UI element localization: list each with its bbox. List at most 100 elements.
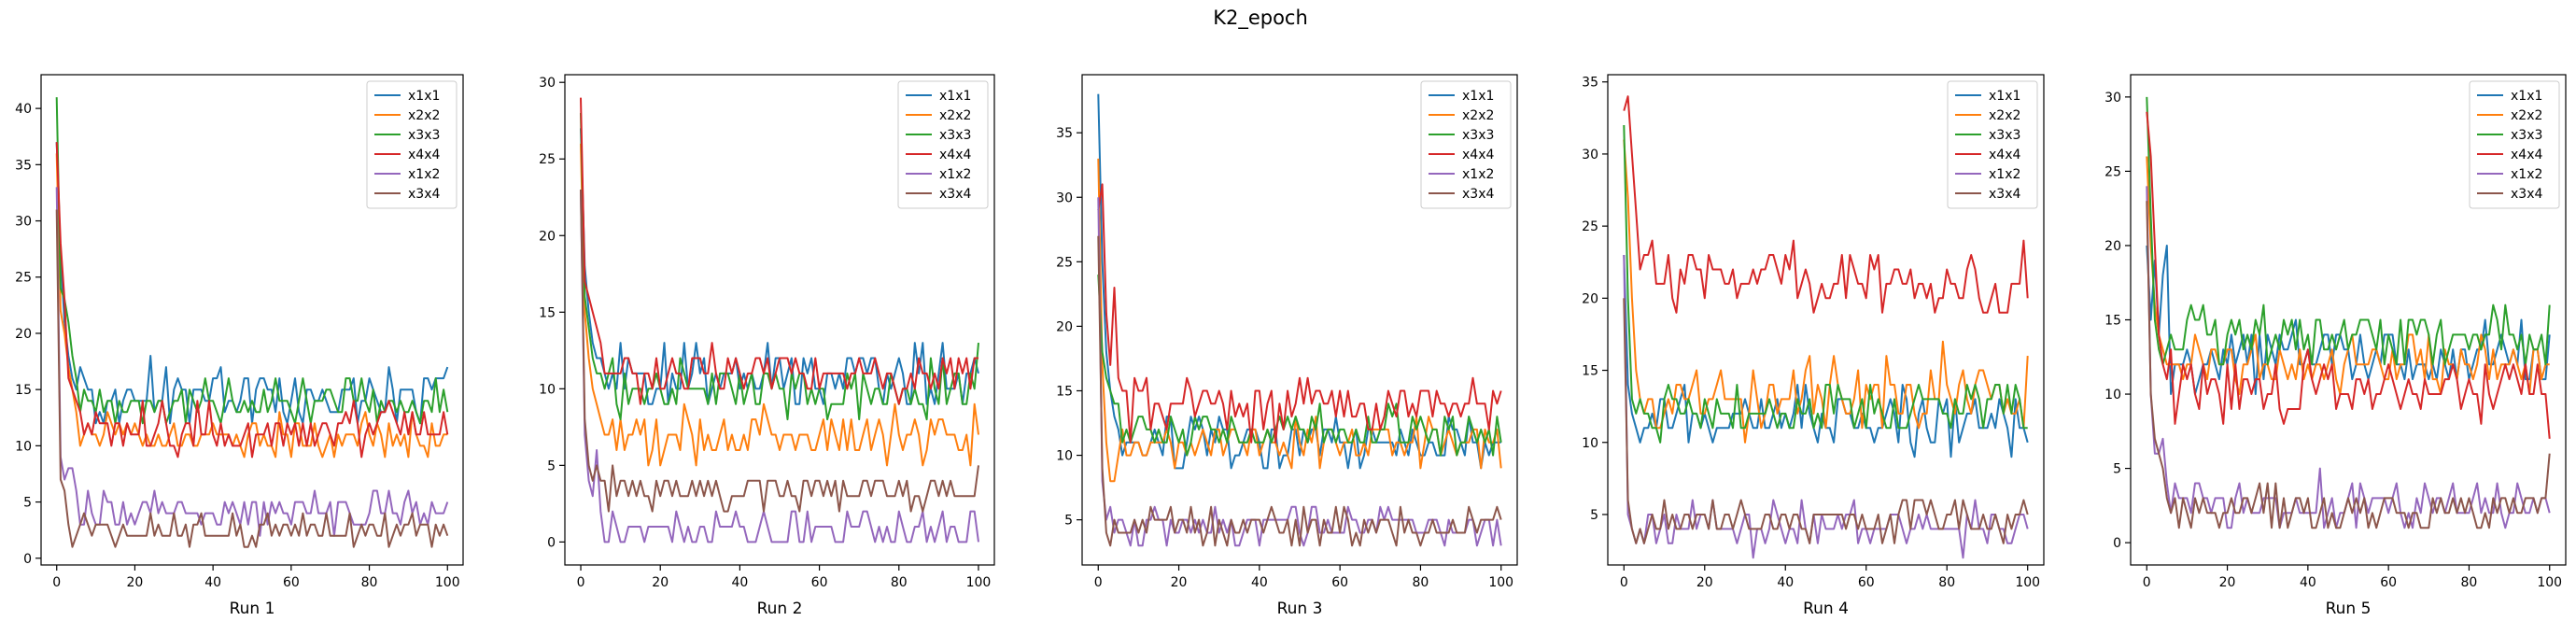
y-tick-label: 5 xyxy=(1590,508,1598,523)
y-tick-label: 5 xyxy=(1064,514,1073,529)
legend-entry-x1x1: x1x1 xyxy=(1989,89,2020,104)
y-tick-label: 30 xyxy=(539,76,556,91)
series-line-x1x2 xyxy=(55,187,449,537)
series-line-x3x3 xyxy=(55,97,449,425)
y-tick-label: 5 xyxy=(547,459,556,473)
legend-entry-x2x2: x2x2 xyxy=(2511,108,2542,123)
subplot-2: 0 20 40 60 80 100 0 5 10 15 20 25 30 Run 2 x1x1 x2x2 x3x… xyxy=(539,74,995,618)
series-line-x4x4 xyxy=(2146,111,2551,439)
legend-entry-x3x4: x3x4 xyxy=(2511,187,2542,202)
y-tick-label: 35 xyxy=(1582,76,1598,91)
x-tick-label: 40 xyxy=(1777,575,1794,590)
series-line-x4x4 xyxy=(55,142,449,459)
y-tick-label: 10 xyxy=(1056,449,1073,464)
legend: x1x1 x2x2 x3x3 x4x4 x1x2 x3x4 xyxy=(897,80,989,209)
legend-entry-x1x1: x1x1 xyxy=(2511,89,2542,104)
y-tick-label: 15 xyxy=(2104,314,2121,329)
legend: x1x1 x2x2 x3x3 x4x4 x1x2 x3x4 xyxy=(366,80,457,209)
legend-entry-x4x4: x4x4 xyxy=(1989,148,2020,162)
legend-entry-x3x3: x3x3 xyxy=(408,128,440,143)
legend-entry-x3x4: x3x4 xyxy=(408,187,440,202)
x-tick-label: 40 xyxy=(731,575,748,590)
axes-frame xyxy=(1607,74,2045,566)
y-tick-label: 20 xyxy=(539,229,556,244)
x-tick-label: 80 xyxy=(1938,575,1955,590)
x-axis-label: Run 1 xyxy=(230,600,275,618)
series-line-x1x2 xyxy=(1097,197,1502,547)
x-tick-label: 0 xyxy=(1620,575,1628,590)
y-tick-label: 0 xyxy=(23,552,32,567)
series-line-x3x4 xyxy=(580,189,979,513)
y-tick-label: 15 xyxy=(1582,364,1598,379)
legend: x1x1 x2x2 x3x3 x4x4 x1x2 x3x4 xyxy=(2469,80,2560,209)
legend-entry-x1x2: x1x2 xyxy=(2511,167,2542,182)
x-tick-label: 0 xyxy=(1094,575,1103,590)
y-tick-label: 15 xyxy=(15,383,32,398)
y-tick-label: 25 xyxy=(539,152,556,167)
x-axis-label: Run 4 xyxy=(1803,600,1849,618)
y-tick-label: 10 xyxy=(2104,388,2121,402)
legend-entry-x1x2: x1x2 xyxy=(939,167,971,182)
series-line-x3x4 xyxy=(1623,298,2029,544)
series-line-x1x2 xyxy=(1623,254,2029,559)
legend-entry-x4x4: x4x4 xyxy=(1462,148,1494,162)
x-tick-label: 60 xyxy=(283,575,300,590)
legend-entry-x1x2: x1x2 xyxy=(1989,167,2020,182)
legend-box xyxy=(1947,80,2038,209)
y-tick-label: 20 xyxy=(1582,291,1598,306)
y-tick-label: 25 xyxy=(1056,255,1073,270)
series-line-x2x2 xyxy=(55,153,448,459)
legend-entry-x1x2: x1x2 xyxy=(1462,167,1494,182)
y-tick-label: 15 xyxy=(539,305,556,320)
series-line-x4x4 xyxy=(1097,183,1502,444)
legend-entry-x2x2: x2x2 xyxy=(408,108,440,123)
y-tick-label: 0 xyxy=(547,535,556,550)
legend-entry-x4x4: x4x4 xyxy=(2511,148,2542,162)
y-tick-label: 5 xyxy=(2113,462,2121,477)
legend: x1x1 x2x2 x3x3 x4x4 x1x2 x3x4 xyxy=(1947,80,2038,209)
y-tick-label: 20 xyxy=(2104,239,2121,254)
figure-suptitle: K2_epoch xyxy=(1213,7,1308,30)
x-tick-label: 100 xyxy=(966,575,992,590)
series-lines xyxy=(1623,95,2029,559)
y-tick-label: 30 xyxy=(1056,191,1073,205)
series-line-x3x3 xyxy=(1097,275,1502,457)
x-tick-label: 0 xyxy=(52,575,61,590)
legend-box xyxy=(897,80,989,209)
x-tick-label: 40 xyxy=(1251,575,1268,590)
y-tick-label: 25 xyxy=(1582,219,1598,234)
y-tick-label: 15 xyxy=(1056,384,1073,399)
x-tick-label: 20 xyxy=(652,575,669,590)
y-tick-label: 30 xyxy=(1582,148,1598,162)
subplot-3: 0 20 40 60 80 100 5 10 15 20 25 30 35 Run 3 x1x1 x2x2 x3… xyxy=(1056,74,1518,618)
series-lines xyxy=(1097,93,1502,547)
y-tick-label: 30 xyxy=(15,215,32,230)
x-tick-label: 0 xyxy=(2143,575,2151,590)
y-tick-label: 10 xyxy=(539,382,556,397)
x-tick-label: 40 xyxy=(204,575,221,590)
x-tick-label: 100 xyxy=(2015,575,2040,590)
series-line-x2x2 xyxy=(580,143,979,467)
legend-entry-x4x4: x4x4 xyxy=(408,148,440,162)
y-tick-label: 30 xyxy=(2104,91,2121,106)
x-axis-label: Run 3 xyxy=(1277,600,1323,618)
legend: x1x1 x2x2 x3x3 x4x4 x1x2 x3x4 xyxy=(1420,80,1512,209)
series-line-x3x4 xyxy=(2146,201,2551,529)
legend-entry-x1x1: x1x1 xyxy=(939,89,971,104)
x-tick-label: 20 xyxy=(2219,575,2236,590)
x-tick-label: 100 xyxy=(1488,575,1513,590)
y-tick-label: 0 xyxy=(2113,536,2121,551)
subplot-5: 0 20 40 60 80 100 0 5 10 15 20 25 30 Run 5 x1x1 x2x2 x3x… xyxy=(2104,74,2567,618)
x-axis-label: Run 2 xyxy=(757,600,803,618)
series-lines xyxy=(55,97,449,548)
x-tick-label: 60 xyxy=(1858,575,1875,590)
y-tick-label: 20 xyxy=(1056,319,1073,334)
legend-entry-x3x4: x3x4 xyxy=(939,187,971,202)
series-line-x3x4 xyxy=(55,209,449,548)
legend-entry-x3x3: x3x3 xyxy=(1989,128,2020,143)
legend-entry-x3x3: x3x3 xyxy=(2511,128,2542,143)
legend-box xyxy=(2469,80,2560,209)
y-tick-label: 10 xyxy=(15,439,32,454)
axes-frame xyxy=(40,74,464,566)
